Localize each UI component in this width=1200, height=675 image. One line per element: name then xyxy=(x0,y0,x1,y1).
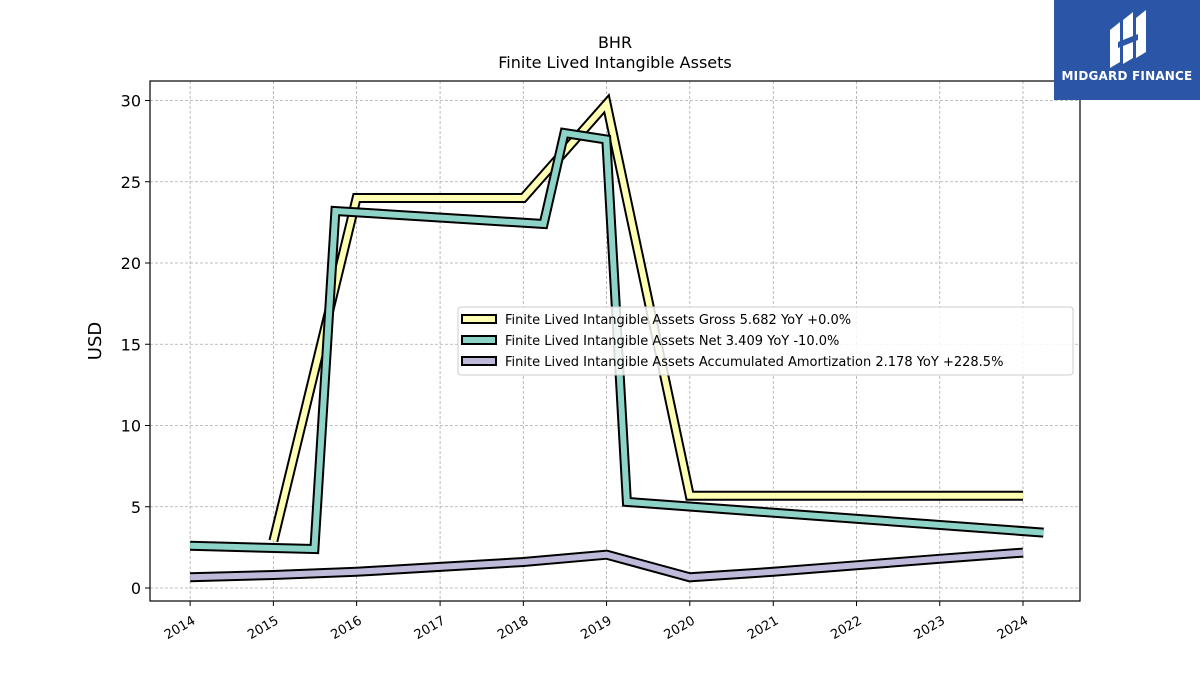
series-line-fill xyxy=(190,549,1024,581)
legend: Finite Lived Intangible Assets Gross 5.6… xyxy=(457,306,1074,376)
legend-label: Finite Lived Intangible Assets Net 3.409… xyxy=(505,334,839,349)
logo-mark-icon xyxy=(1110,10,1146,68)
x-tick-label: 2019 xyxy=(578,613,614,643)
y-tick-label: 30 xyxy=(121,92,141,111)
y-tick-label: 15 xyxy=(121,335,141,354)
y-tick-label: 25 xyxy=(121,173,141,192)
x-tick-label: 2023 xyxy=(912,613,948,643)
x-tick-label: 2016 xyxy=(328,613,364,643)
x-tick-label: 2020 xyxy=(662,613,698,643)
legend-label: Finite Lived Intangible Assets Gross 5.6… xyxy=(505,313,851,328)
legend-label: Finite Lived Intangible Assets Accumulat… xyxy=(505,355,1003,370)
series-line xyxy=(189,127,1044,555)
x-tick-label: 2021 xyxy=(745,613,781,643)
y-axis-label: USD xyxy=(85,322,106,360)
x-axis: 2014 2015 2016 2017 2018 2019 2020 2021 2022 2023… xyxy=(162,601,1031,643)
x-tick-label: 2017 xyxy=(412,613,448,643)
chart-title: BHR xyxy=(598,33,632,52)
series-layer xyxy=(189,93,1044,583)
x-tick-label: 2024 xyxy=(995,613,1031,643)
x-tick-label: 2014 xyxy=(162,613,198,643)
y-tick-label: 10 xyxy=(121,417,141,436)
legend-swatch xyxy=(461,314,497,324)
x-tick-label: 2018 xyxy=(495,613,531,643)
y-tick-label: 0 xyxy=(131,579,141,598)
legend-swatch xyxy=(461,356,497,366)
brand-logo: MIDGARD FINANCE xyxy=(1054,0,1200,100)
logo-text: MIDGARD FINANCE xyxy=(1061,69,1193,83)
legend-frame xyxy=(457,306,1074,376)
x-tick-label: 2022 xyxy=(828,613,864,643)
chart-subtitle: Finite Lived Intangible Assets xyxy=(498,53,731,72)
plot-frame xyxy=(149,80,1081,602)
x-tick-label: 2015 xyxy=(245,613,281,643)
y-tick-label: 20 xyxy=(121,254,141,273)
y-axis: 0 5 10 15 20 25 30 xyxy=(121,92,150,598)
legend-swatch xyxy=(461,335,497,345)
series-line xyxy=(189,547,1024,583)
series-line-fill xyxy=(190,129,1044,553)
y-tick-label: 5 xyxy=(131,498,141,517)
